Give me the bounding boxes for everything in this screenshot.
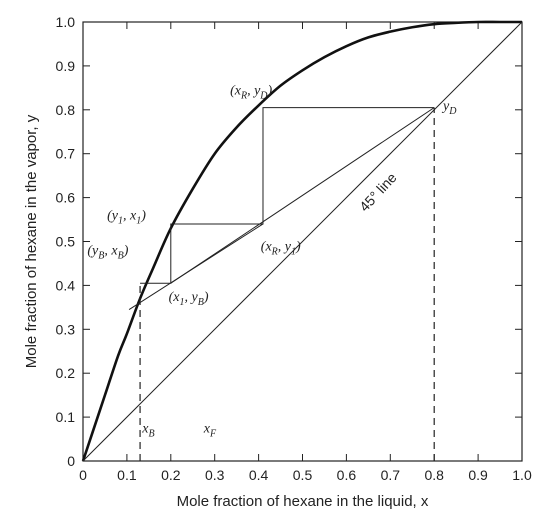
x-tick-label: 0.6 — [337, 467, 357, 483]
y-axis-label: Mole fraction of hexane in the vapor, y — [23, 114, 40, 368]
x-tick-label: 1.0 — [512, 467, 532, 483]
y-tick-label: 0.8 — [56, 102, 76, 118]
series-stages — [140, 107, 435, 284]
annotation-label: (xR, y1) — [261, 239, 301, 257]
annotation-label: (yB, xB) — [87, 244, 128, 262]
y-tick-label: 0.5 — [56, 234, 76, 250]
y-tick-label: 0.9 — [56, 58, 76, 74]
diagonal-line-label: 45° line — [356, 169, 400, 214]
series-stripping-line — [128, 223, 264, 310]
y-tick-label: 0.1 — [56, 409, 76, 425]
annotation-label: (y1, x1) — [107, 209, 146, 227]
series-rectifying-line — [170, 107, 435, 284]
annotation-label: yD — [441, 99, 457, 117]
x-tick-label: 0.8 — [424, 467, 444, 483]
x-tick-label: 0.4 — [249, 467, 269, 483]
x-tick-label: 0.3 — [205, 467, 225, 483]
y-tick-label: 0 — [67, 453, 75, 469]
y-tick-label: 0.2 — [56, 365, 76, 381]
y-tick-label: 1.0 — [56, 14, 76, 30]
y-tick-label: 0.3 — [56, 321, 76, 337]
annotation-label: (x1, yB) — [169, 290, 209, 308]
annotation-label: xB — [141, 421, 154, 439]
x-tick-label: 0.9 — [468, 467, 488, 483]
y-tick-label: 0.6 — [56, 190, 76, 206]
series-equilibrium — [81, 20, 522, 462]
x-tick-label: 0.7 — [381, 467, 401, 483]
annotation-label: xF — [203, 421, 217, 439]
x-axis-label: Mole fraction of hexane in the liquid, x — [177, 493, 429, 510]
x-tick-label: 0.1 — [117, 467, 137, 483]
x-tick-label: 0.2 — [161, 467, 181, 483]
x-tick-label: 0 — [79, 467, 87, 483]
y-tick-label: 0.4 — [56, 277, 76, 293]
annotation-label: (xR, yD) — [230, 83, 272, 101]
y-tick-label: 0.7 — [56, 146, 76, 162]
x-tick-label: 0.5 — [293, 467, 313, 483]
series-diagonal — [82, 21, 523, 462]
